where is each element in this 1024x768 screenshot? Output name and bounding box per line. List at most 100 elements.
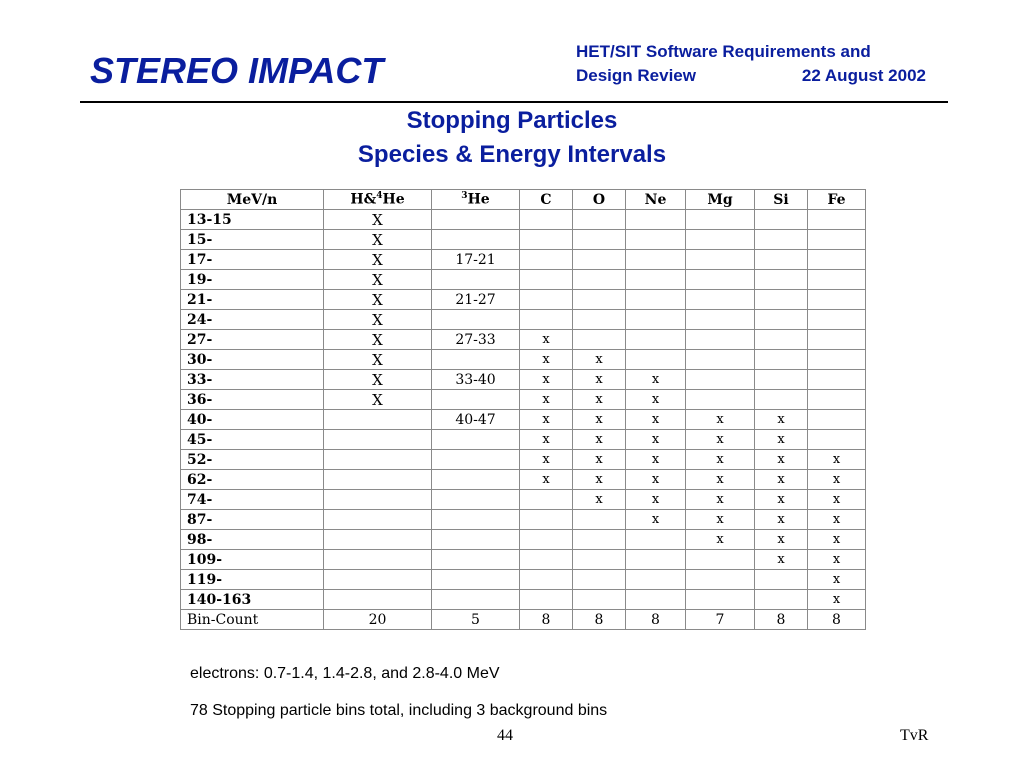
- table-cell: [431, 589, 520, 610]
- table-cell: x: [625, 429, 686, 450]
- table-cell: x: [519, 389, 573, 410]
- table-cell: X: [323, 269, 432, 290]
- table-cell: [572, 529, 626, 550]
- table-row: 15- X: [180, 229, 866, 250]
- table-cell: [519, 249, 573, 270]
- table-cell: x: [519, 469, 573, 490]
- header-rule: [80, 101, 948, 103]
- row-energy-label: 33-: [180, 369, 324, 390]
- table-cell: [431, 549, 520, 570]
- table-cell: [572, 509, 626, 530]
- table-cell: x: [572, 469, 626, 490]
- table-row: 52- x x x x x x: [180, 449, 866, 470]
- table-cell: [807, 389, 866, 410]
- table-cell: [625, 589, 686, 610]
- table-cell: [685, 589, 755, 610]
- table-row: 17- X 17-21: [180, 249, 866, 270]
- table-cell: X: [323, 289, 432, 310]
- table-cell: X: [323, 249, 432, 270]
- table-cell: [625, 249, 686, 270]
- table-cell: x: [807, 449, 866, 470]
- bin-count-value: 8: [625, 609, 686, 630]
- row-energy-label: 19-: [180, 269, 324, 290]
- review-line-1: HET/SIT Software Requirements and: [576, 42, 871, 61]
- table-cell: [754, 349, 808, 370]
- table-cell: [754, 589, 808, 610]
- col-header-mevn: MeV/n: [180, 189, 324, 210]
- table-cell: [572, 289, 626, 310]
- row-energy-label: 17-: [180, 249, 324, 270]
- table-cell: [685, 569, 755, 590]
- table-cell: x: [807, 589, 866, 610]
- table-cell: [625, 309, 686, 330]
- col-header-fe: Fe: [807, 189, 866, 210]
- table-cell: [754, 209, 808, 230]
- bin-count-value: 8: [807, 609, 866, 630]
- table-cell: [572, 229, 626, 250]
- table-cell: [431, 269, 520, 290]
- table-row: 140-163 x: [180, 589, 866, 610]
- bin-count-value: 5: [431, 609, 520, 630]
- table-cell: [754, 569, 808, 590]
- table-cell: x: [572, 369, 626, 390]
- bin-count-value: 7: [685, 609, 755, 630]
- table-cell: [572, 249, 626, 270]
- table-cell: [754, 309, 808, 330]
- table-cell: x: [754, 409, 808, 430]
- table-cell: x: [572, 429, 626, 450]
- table-cell: [519, 589, 573, 610]
- table-cell: [519, 569, 573, 590]
- table-cell: [431, 509, 520, 530]
- table-cell: 21-27: [431, 289, 520, 310]
- table-cell: [431, 309, 520, 330]
- row-energy-label: 62-: [180, 469, 324, 490]
- table-cell: [685, 309, 755, 330]
- table-cell: 27-33: [431, 329, 520, 350]
- table-cell: x: [807, 549, 866, 570]
- table-row: 62- x x x x x x: [180, 469, 866, 490]
- table-cell: [754, 269, 808, 290]
- col-header-h-4he: H&4He: [323, 189, 432, 210]
- table-cell: [323, 409, 432, 430]
- table-cell: [572, 589, 626, 610]
- table-cell: x: [754, 549, 808, 570]
- table-cell: [519, 289, 573, 310]
- table-cell: [807, 409, 866, 430]
- table-row: 74- x x x x x: [180, 489, 866, 510]
- table-cell: X: [323, 229, 432, 250]
- table-cell: [572, 209, 626, 230]
- table-cell: x: [625, 449, 686, 470]
- table-cell: X: [323, 329, 432, 350]
- table-cell: x: [685, 509, 755, 530]
- table-cell: x: [572, 449, 626, 470]
- bin-count-value: 8: [572, 609, 626, 630]
- table-cell: x: [519, 449, 573, 470]
- bin-count-value: 20: [323, 609, 432, 630]
- table-row: 24- X: [180, 309, 866, 330]
- table-cell: [572, 569, 626, 590]
- table-cell: [625, 529, 686, 550]
- table-cell: x: [625, 489, 686, 510]
- table-cell: [431, 449, 520, 470]
- row-energy-label: 119-: [180, 569, 324, 590]
- table-cell: x: [572, 349, 626, 370]
- table-cell: x: [685, 449, 755, 470]
- table-cell: [685, 329, 755, 350]
- table-cell: 33-40: [431, 369, 520, 390]
- table-cell: x: [625, 369, 686, 390]
- table-cell: [431, 429, 520, 450]
- table-cell: [807, 329, 866, 350]
- table-cell: [754, 389, 808, 410]
- row-energy-label: 24-: [180, 309, 324, 330]
- table-row: 33- X 33-40 x x x: [180, 369, 866, 390]
- table-cell: [519, 269, 573, 290]
- page-number: 44: [497, 727, 513, 744]
- table-cell: x: [807, 509, 866, 530]
- table-cell: [807, 229, 866, 250]
- table-cell: [685, 209, 755, 230]
- bin-count-value: 8: [754, 609, 808, 630]
- row-energy-label: 27-: [180, 329, 324, 350]
- table-cell: [431, 469, 520, 490]
- row-energy-label: 36-: [180, 389, 324, 410]
